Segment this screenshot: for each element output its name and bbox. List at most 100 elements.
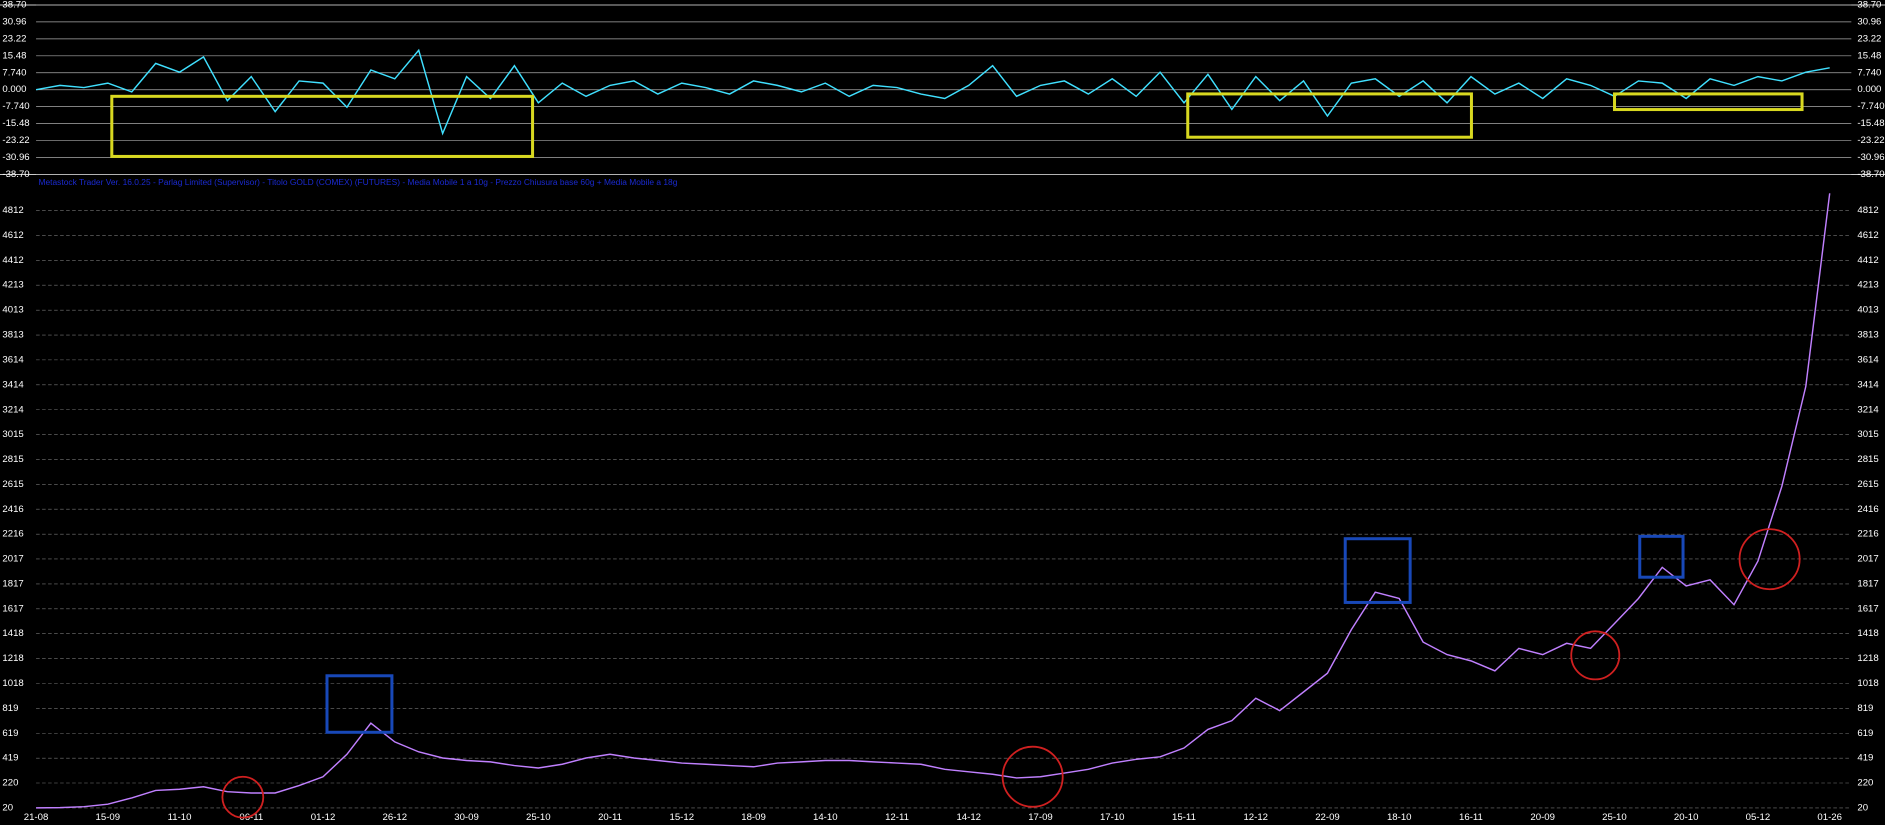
y-tick-label: 619: [1857, 728, 1873, 739]
y-tick-label: 2416: [1857, 504, 1878, 515]
y-tick-label: 3614: [2, 354, 24, 365]
y-tick-label: 1617: [2, 603, 23, 614]
y-tick-label: 819: [2, 703, 18, 714]
y-tick-label: 0.000: [1857, 84, 1881, 95]
x-tick-label: 22-09: [1315, 812, 1340, 823]
y-tick-label: 3015: [2, 429, 23, 440]
x-tick-label: 01-12: [311, 812, 336, 823]
x-tick-label: 20-10: [1674, 812, 1699, 823]
y-tick-label: 4612: [2, 230, 23, 241]
x-tick-label: 12-11: [885, 812, 909, 823]
y-tick-label: 1617: [1857, 603, 1878, 614]
x-tick-label: 05-12: [1746, 812, 1771, 823]
x-tick-label: 25-10: [526, 812, 551, 823]
y-tick-label: 4213: [2, 280, 23, 291]
y-tick-label: 220: [1857, 778, 1873, 789]
x-tick-label: 21-08: [24, 812, 49, 823]
y-tick-label: 1218: [1857, 653, 1878, 664]
x-tick-label: 20-09: [1530, 812, 1555, 823]
y-tick-label: 220: [2, 778, 18, 789]
y-tick-label: 3813: [2, 330, 23, 341]
y-tick-label: 3214: [1857, 404, 1879, 415]
y-tick-label: 819: [1857, 703, 1873, 714]
peak-box: [1638, 534, 1685, 579]
bottom-circle: [1001, 745, 1064, 808]
y-tick-label: 419: [1857, 753, 1873, 764]
y-tick-label: -23.22: [2, 135, 29, 146]
x-tick-label: 18-10: [1387, 812, 1412, 823]
y-tick-label: 2815: [1857, 454, 1878, 465]
y-tick-label: 15.48: [2, 50, 26, 61]
y-tick-label: 4612: [1857, 230, 1878, 241]
x-tick-label: 17-10: [1100, 812, 1125, 823]
y-tick-label: -15.48: [1857, 118, 1884, 129]
y-tick-label: 419: [2, 753, 18, 764]
y-tick-label: 2815: [2, 454, 23, 465]
y-tick-label: 0.000: [2, 84, 26, 95]
y-tick-label: 30.96: [2, 16, 26, 27]
y-tick-label: 23.22: [1857, 33, 1881, 44]
y-tick-label: 7.740: [2, 67, 26, 78]
highlight-box: [110, 94, 535, 158]
y-tick-label: 4013: [1857, 305, 1878, 316]
y-tick-label: 2017: [2, 553, 23, 564]
x-tick-label: 17-09: [1028, 812, 1053, 823]
x-tick-label: 30-09: [454, 812, 479, 823]
y-tick-label: -7.740: [1857, 101, 1884, 112]
y-tick-label: 7.740: [1857, 67, 1881, 78]
y-tick-label: 2216: [2, 529, 23, 540]
y-tick-label: 4812: [2, 205, 23, 216]
y-tick-label: 2416: [2, 504, 23, 515]
x-tick-label: 12-12: [1243, 812, 1268, 823]
x-tick-label: 15-11: [1172, 812, 1196, 823]
y-tick-label: 1817: [1857, 578, 1878, 589]
data-line: [36, 193, 1831, 809]
y-tick-label: -38.70: [1857, 169, 1884, 180]
x-tick-label: 14-10: [813, 812, 838, 823]
annotations: [110, 92, 1804, 819]
y-tick-label: 1018: [2, 678, 23, 689]
peak-box: [325, 674, 394, 734]
y-tick-label: 20: [1857, 802, 1868, 813]
x-tick-label: 14-12: [956, 812, 981, 823]
y-tick-label: 2615: [2, 479, 23, 490]
y-tick-label: 3214: [2, 404, 24, 415]
x-tick-label: 16-11: [1459, 812, 1483, 823]
highlight-box: [1613, 92, 1804, 112]
x-tick-label: 20-11: [598, 812, 622, 823]
x-tick-label: 11-10: [168, 812, 192, 823]
y-tick-label: 3015: [1857, 429, 1878, 440]
y-tick-label: 1418: [1857, 628, 1878, 639]
y-tick-label: 4013: [2, 305, 23, 316]
y-tick-label: -15.48: [2, 118, 29, 129]
y-tick-label: -38.70: [2, 169, 29, 180]
y-tick-label: 23.22: [2, 33, 26, 44]
y-tick-label: 15.48: [1857, 50, 1881, 61]
y-tick-label: 1018: [1857, 678, 1878, 689]
y-tick-label: 1418: [2, 628, 23, 639]
x-tick-label: 01-26: [1817, 812, 1842, 823]
y-tick-label: 3614: [1857, 354, 1879, 365]
y-tick-label: -23.22: [1857, 135, 1884, 146]
y-tick-label: 4812: [1857, 205, 1878, 216]
y-tick-label: 30.96: [1857, 16, 1881, 27]
y-tick-label: 4213: [1857, 280, 1878, 291]
y-tick-label: 1218: [2, 653, 23, 664]
x-tick-label: 25-10: [1602, 812, 1627, 823]
y-tick-label: 20: [2, 802, 13, 813]
x-tick-label: 26-12: [383, 812, 408, 823]
x-tick-label: 18-09: [741, 812, 766, 823]
y-tick-label: 1817: [2, 578, 23, 589]
y-tick-label: -30.96: [1857, 152, 1884, 163]
y-tick-label: 619: [2, 728, 18, 739]
highlight-box: [1186, 92, 1473, 139]
x-tick-label: 15-12: [669, 812, 694, 823]
y-tick-label: 4412: [1857, 255, 1878, 266]
y-tick-label: 4412: [2, 255, 23, 266]
y-tick-label: 38.70: [2, 0, 26, 10]
x-tick-label: 15-09: [96, 812, 121, 823]
